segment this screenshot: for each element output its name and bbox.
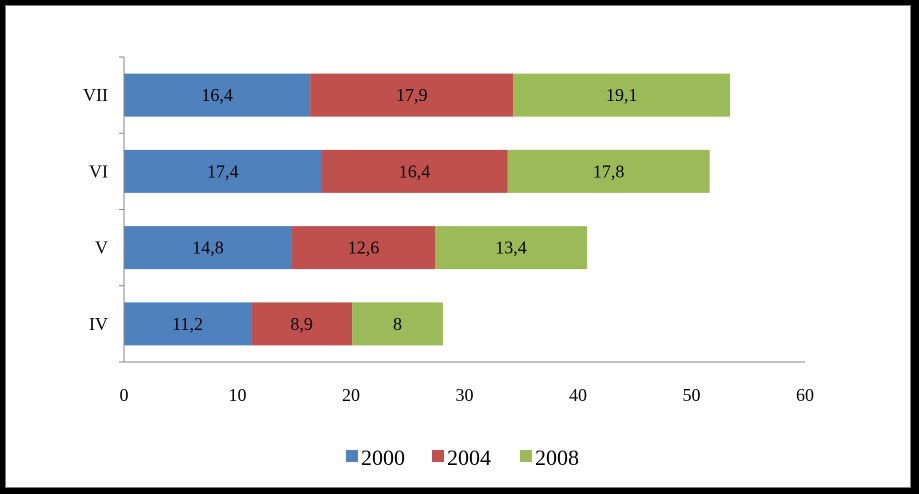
legend-label: 2000 <box>361 445 405 470</box>
bar-segment <box>352 302 443 346</box>
legend-swatch <box>432 450 444 462</box>
y-tick-label: IV <box>89 314 108 334</box>
data-label: 13,4 <box>495 238 527 258</box>
x-tick-label: 10 <box>229 385 247 405</box>
data-label: 19,1 <box>606 85 638 105</box>
x-tick-label: 60 <box>796 385 814 405</box>
x-tick-label: 0 <box>120 385 129 405</box>
stacked-bar-chart: 16,4 17,9 19,1 VII 17,4 16,4 17,8 VI 14,8 12,6 13,… <box>83 56 814 470</box>
chart-frame: 16,4 17,9 19,1 VII 17,4 16,4 17,8 VI 14,8 12,6 13,… <box>5 5 911 488</box>
bar-segment <box>124 226 292 270</box>
data-label: 17,9 <box>396 85 428 105</box>
bar-segment <box>251 302 353 346</box>
bar-segment <box>434 226 588 270</box>
y-tick-label: VII <box>83 85 108 105</box>
x-tick-label: 50 <box>683 385 701 405</box>
data-label: 17,8 <box>593 161 625 181</box>
bar-segment <box>310 73 514 117</box>
bar-segment <box>124 73 311 117</box>
x-tick-label: 40 <box>569 385 587 405</box>
legend-swatch <box>520 450 532 462</box>
bar-segment <box>291 226 435 270</box>
x-tick-label: 20 <box>342 385 360 405</box>
data-label: 11,2 <box>172 314 203 334</box>
data-label: 8,9 <box>290 314 313 334</box>
x-tick-label: 30 <box>456 385 474 405</box>
data-label: 16,4 <box>201 85 233 105</box>
bar-segment <box>507 149 710 193</box>
data-label: 16,4 <box>399 161 431 181</box>
bar-segment <box>513 73 731 117</box>
bar-segment <box>124 302 252 346</box>
data-label: 8 <box>393 314 402 334</box>
data-label: 17,4 <box>207 161 239 181</box>
bar-segment <box>321 149 508 193</box>
y-tick-label: V <box>95 238 108 258</box>
legend-label: 2004 <box>447 445 491 470</box>
bar-segment <box>124 149 322 193</box>
legend-swatch <box>346 450 358 462</box>
legend-label: 2008 <box>535 445 579 470</box>
data-label: 12,6 <box>348 238 380 258</box>
y-tick-label: VI <box>89 161 108 181</box>
data-label: 14,8 <box>192 238 224 258</box>
